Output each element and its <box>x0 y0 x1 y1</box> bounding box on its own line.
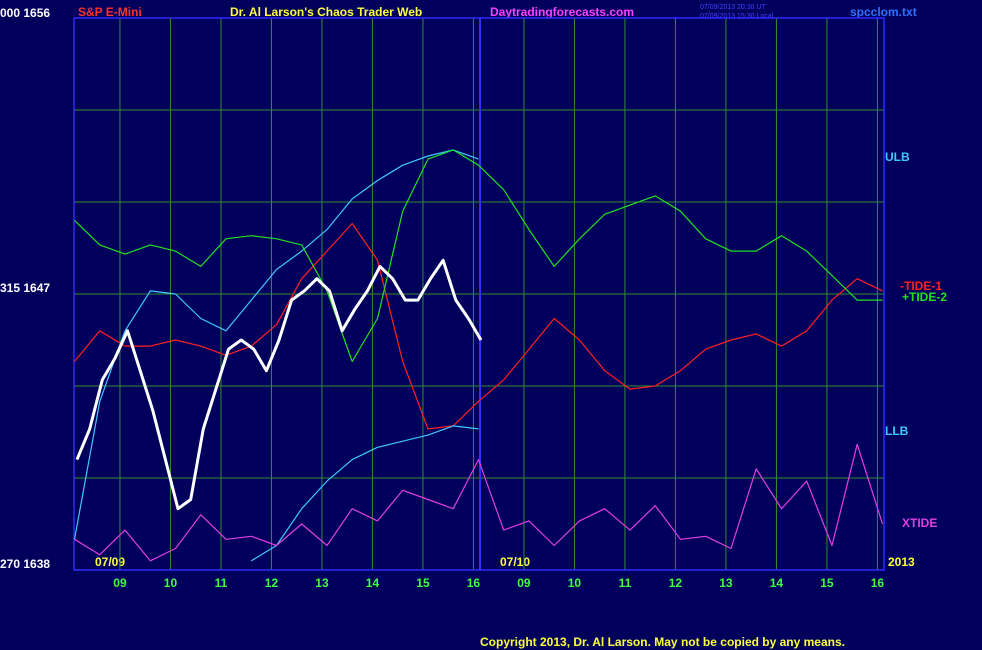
x-tick-label: 14 <box>366 576 380 590</box>
series-line <box>74 443 884 562</box>
series-label: +TIDE-2 <box>902 290 947 304</box>
instrument: S&P E-Mini <box>78 5 142 19</box>
file-name: spcclom.txt <box>850 5 917 19</box>
series-line <box>73 149 479 540</box>
website: Daytradingforecasts.com <box>490 5 634 19</box>
plot-border <box>73 17 885 571</box>
series-line <box>74 222 883 430</box>
x-tick-label: 15 <box>416 576 430 590</box>
x-tick-label: 16 <box>871 576 885 590</box>
y-tick-label: 270 1638 <box>0 557 50 571</box>
year-label: 2013 <box>888 555 915 569</box>
x-tick-label: 16 <box>467 576 481 590</box>
series-line <box>74 149 883 363</box>
x-tick-label: 14 <box>770 576 784 590</box>
y-tick-label: 315 1647 <box>0 281 50 295</box>
x-tick-label: 10 <box>568 576 582 590</box>
series-label: -TIDE-1 <box>900 279 942 293</box>
x-tick-label: 13 <box>719 576 733 590</box>
x-tick-label: 11 <box>619 576 632 590</box>
series-label: LLB <box>885 424 909 438</box>
chart-title: Dr. Al Larson's Chaos Trader Web <box>230 5 422 19</box>
series-line <box>250 425 479 562</box>
y-tick-label: 000 1656 <box>0 6 50 20</box>
day-label: 07/09 <box>95 555 125 569</box>
x-tick-label: 10 <box>164 576 178 590</box>
x-tick-label: 12 <box>265 576 279 590</box>
x-tick-label: 15 <box>820 576 834 590</box>
series-label: XTIDE <box>902 516 937 530</box>
price-line <box>75 258 483 511</box>
day-label: 07/10 <box>500 555 530 569</box>
x-tick-label: 12 <box>669 576 683 590</box>
timestamp: 07/09/2013 20:30 UT <box>700 4 766 11</box>
series-label: ULB <box>885 150 910 164</box>
x-tick-label: 11 <box>215 576 228 590</box>
timestamp: 07/09/2013 15:30 Local <box>700 13 774 20</box>
x-tick-label: 09 <box>113 576 127 590</box>
x-tick-label: 13 <box>315 576 329 590</box>
copyright: Copyright 2013, Dr. Al Larson. May not b… <box>480 635 845 649</box>
x-tick-label: 09 <box>517 576 531 590</box>
